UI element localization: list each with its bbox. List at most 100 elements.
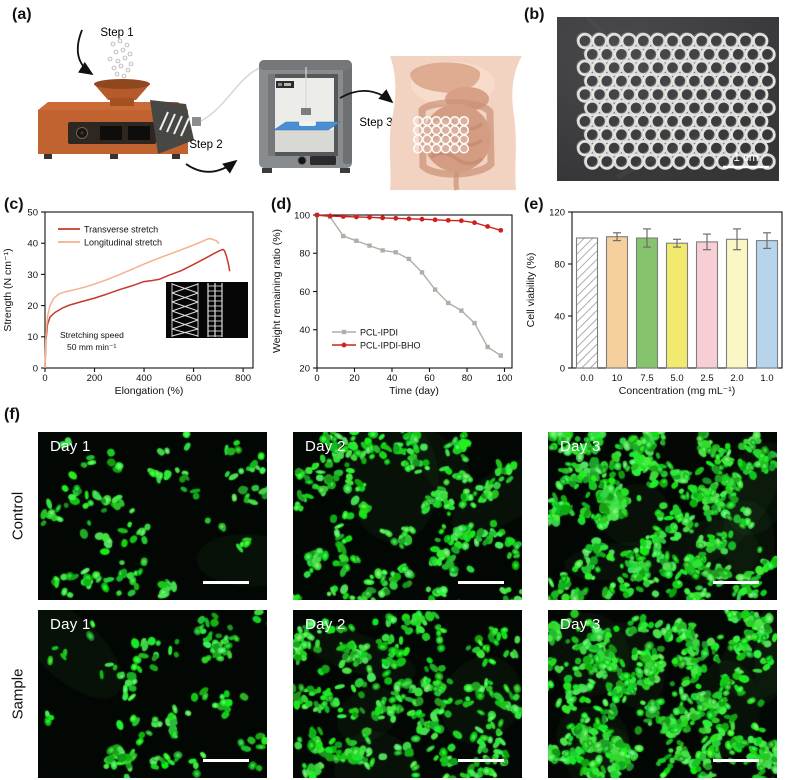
image-scale-bar [458,758,504,762]
svg-text:80: 80 [299,249,310,260]
day-label: Day 3 [560,438,601,455]
error-bar [643,228,651,248]
arrow-step-2 [185,159,238,174]
fluorescence-image-control-day3: Day 3 [548,432,777,600]
svg-text:600: 600 [186,373,202,384]
fluorescence-image-control-day1: Day 1 [38,432,267,600]
svg-text:5.0: 5.0 [670,373,683,384]
filament-line [200,66,263,122]
x-axis-title: Elongation (%) [115,385,184,397]
y-axis-title: Strength (N cm⁻¹) [2,248,14,331]
day-label: Day 1 [50,616,91,633]
extruder-head [150,100,201,154]
human-torso [389,56,522,191]
svg-text:80: 80 [554,259,565,270]
panel-a-label: (a) [12,6,32,23]
svg-text:100: 100 [497,373,513,384]
printer-logo [276,81,294,88]
svg-text:7.5: 7.5 [640,373,653,384]
day-label: Day 1 [50,438,91,455]
error-bar [673,238,681,248]
svg-text:2.0: 2.0 [730,373,743,384]
printed-mesh-object [299,121,316,126]
svg-text:PCL-IPDI: PCL-IPDI [360,327,398,337]
svg-text:400: 400 [136,373,152,384]
x-axis-title: Time (day) [389,385,439,397]
step-2-label: Step 2 [189,139,222,151]
chart-degradation: 0 20 40 60 80 100 20 40 60 80 100 Time (day) Weight … [271,210,513,397]
svg-text:30: 30 [27,270,38,281]
panel-e-label: (e) [524,196,544,213]
series-pcl-ipdi-bho [314,212,504,233]
arrow-step-1 [76,29,94,75]
svg-text:100: 100 [294,210,310,221]
printer-knob [297,156,307,165]
pellet-extruder-machine [38,79,201,159]
image-scale-bar [713,580,759,584]
svg-text:Transverse stretch: Transverse stretch [84,224,158,234]
cell-image-canvas [548,432,777,600]
axes: 0 200 400 600 800 0 10 20 30 40 50 [27,207,254,384]
svg-text:0: 0 [33,363,38,374]
axes: 0 40 80 120 0.0 10 7.5 5.0 2.5 2.0 1.0 [549,207,783,384]
error-bar [733,228,741,251]
print-head [301,108,311,115]
panel-b-mesh-photo: 1 cm [557,17,779,181]
series-pcl-ipdi [314,212,503,358]
svg-text:60: 60 [424,373,435,384]
image-scale-bar [203,758,249,762]
material-pellets [107,38,134,79]
fluorescence-image-control-day2: Day 2 [293,432,522,600]
panel-d-label: (d) [271,196,292,213]
cell-image-canvas [38,432,267,600]
chart-cell-viability: 0 40 80 120 0.0 10 7.5 5.0 2.5 2.0 1.0 Concentratio… [525,207,783,397]
fluorescence-image-sample-day3: Day 3 [548,610,777,778]
svg-text:Strength (N cm⁻¹): Strength (N cm⁻¹) [2,248,14,331]
axes: 0 20 40 60 80 100 20 40 60 80 100 [294,210,513,384]
svg-text:Concentration (mg mL⁻¹): Concentration (mg mL⁻¹) [619,385,735,397]
svg-text:40: 40 [554,311,565,322]
extruder-control-panel [68,122,156,144]
y-axis-title: Weight remaining ratio (%) [271,229,283,353]
day-label: Day 2 [305,616,346,633]
panel-b-label: (b) [524,6,545,23]
cell-image-canvas [548,610,777,778]
svg-text:Elongation (%): Elongation (%) [115,385,184,397]
error-bar [613,232,621,242]
photo-scale-bar: 1 cm [723,152,769,169]
svg-text:20: 20 [349,373,360,384]
svg-text:50 mm min⁻¹: 50 mm min⁻¹ [67,342,117,352]
cell-image-canvas [38,610,267,778]
svg-text:60: 60 [299,287,310,298]
error-bar [703,233,711,251]
printer-3d [259,60,352,173]
svg-text:10: 10 [27,332,38,343]
svg-text:0: 0 [42,373,47,384]
svg-text:80: 80 [462,373,473,384]
svg-text:Longitudinal stretch: Longitudinal stretch [84,237,162,247]
svg-text:0.0: 0.0 [580,373,593,384]
svg-text:120: 120 [549,207,565,218]
viability-bars [575,228,779,369]
svg-text:10: 10 [612,373,623,384]
svg-text:40: 40 [27,239,38,250]
svg-text:200: 200 [87,373,103,384]
svg-text:Cell viability (%): Cell viability (%) [525,253,537,328]
fluorescence-image-sample-day1: Day 1 [38,610,267,778]
svg-text:50: 50 [27,207,38,218]
svg-text:PCL-IPDI-BHO: PCL-IPDI-BHO [360,340,421,350]
panel-c-label: (c) [4,196,24,213]
legend: PCL-IPDI PCL-IPDI-BHO [332,327,421,350]
panel-a-schematic: Step 1 Step 2 Step 3 [38,27,522,191]
image-scale-bar [458,580,504,584]
svg-text:40: 40 [299,325,310,336]
annotation-stretching-speed: Stretching speed 50 mm min⁻¹ [60,330,124,352]
panel-f-label: (f) [4,406,20,423]
day-label: Day 3 [560,616,601,633]
x-axis-title: Concentration (mg mL⁻¹) [619,385,735,397]
error-bar [763,232,771,250]
svg-text:Weight remaining ratio (%): Weight remaining ratio (%) [271,229,283,353]
day-label: Day 2 [305,438,346,455]
svg-text:800: 800 [235,373,251,384]
extruder-nozzle [192,117,201,126]
